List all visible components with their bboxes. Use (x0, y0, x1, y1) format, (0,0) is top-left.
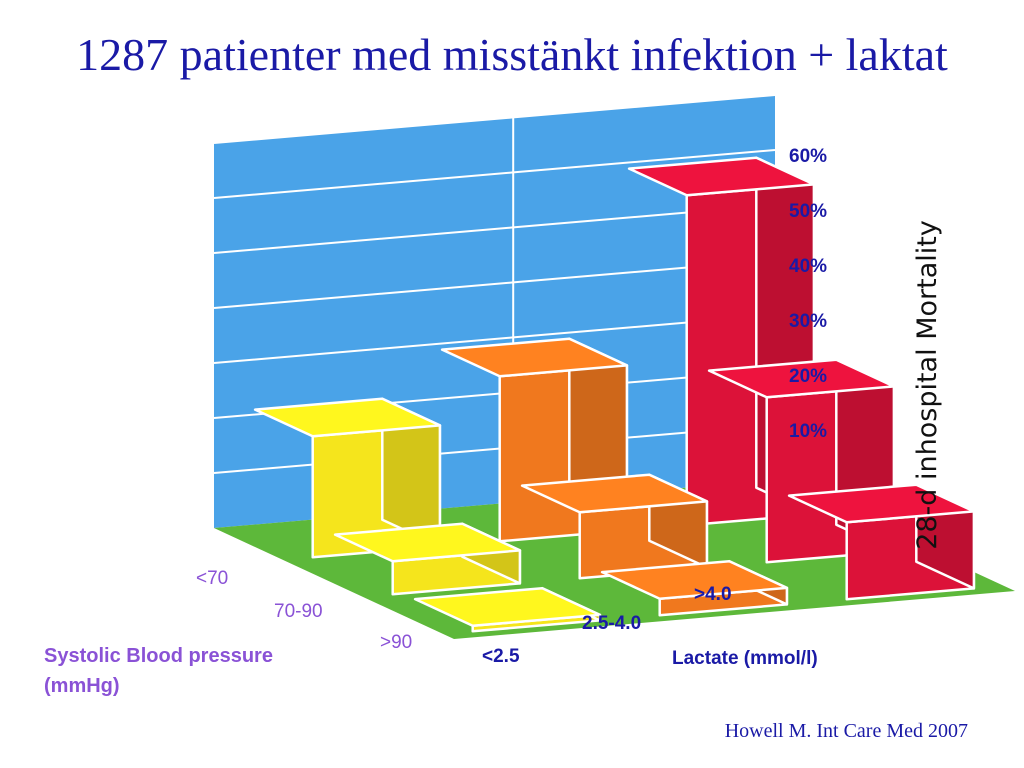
bar->90-2.5-4.0 (600, 559, 789, 617)
lactate-category-label: >4.0 (694, 584, 732, 605)
bar->90-<2.5 (413, 586, 602, 633)
lactate-axis-title: Lactate (mmol/l) (672, 648, 818, 669)
y-tick-label: 60% (789, 146, 827, 167)
citation: Howell M. Int Care Med 2007 (724, 720, 968, 742)
y-axis-title: 28-d inhospital Mortality (912, 220, 943, 550)
y-tick-label: 10% (789, 421, 827, 442)
bar-70-90-<2.5 (333, 522, 522, 596)
bar->90->4.0 (787, 483, 976, 601)
lactate-category-label: 2.5-4.0 (582, 613, 641, 634)
y-tick-label: 50% (789, 201, 827, 222)
bp-axis-title: Systolic Blood pressure (44, 645, 273, 667)
chart-bars (253, 156, 976, 633)
bp-category-label: >90 (380, 632, 412, 653)
y-tick-label: 40% (789, 256, 827, 277)
bp-category-label: 70-90 (274, 601, 323, 622)
page-title: 1287 patienter med misstänkt infektion +… (76, 29, 948, 80)
bar-70-90-2.5-4.0 (520, 473, 709, 580)
lactate-category-label: <2.5 (482, 646, 520, 667)
bp-axis-title: (mmHg) (44, 675, 120, 697)
bar-<70-<2.5 (253, 397, 442, 559)
bp-category-label: <70 (196, 568, 228, 589)
y-tick-label: 20% (789, 366, 827, 387)
y-tick-label: 30% (789, 311, 827, 332)
chart-labels: 10% 20% 30% 40% 50% 60% 28-d inhospital Mortal… (44, 146, 943, 697)
